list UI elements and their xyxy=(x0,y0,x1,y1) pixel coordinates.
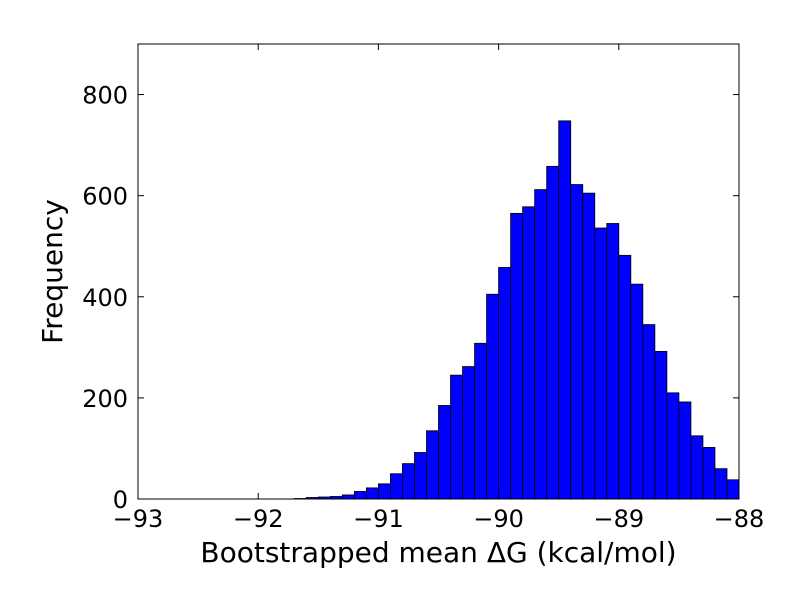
histogram-bar-9 xyxy=(402,463,415,500)
histogram-bar-28 xyxy=(630,283,644,500)
bars-group xyxy=(293,120,740,500)
histogram-bar-8 xyxy=(390,473,403,500)
histogram-bar-36 xyxy=(726,479,740,500)
histogram-bar-15 xyxy=(474,342,487,500)
x-tick-label-2: −91 xyxy=(353,505,404,533)
y-tick-label-0: 0 xyxy=(113,486,128,514)
axes-frame xyxy=(137,43,740,500)
x-tick-label-1: −92 xyxy=(233,505,284,533)
y-tick-label-4: 800 xyxy=(82,82,128,110)
histogram-bar-12 xyxy=(438,405,451,500)
histogram-bar-34 xyxy=(702,447,716,500)
histogram-bar-16 xyxy=(486,293,499,500)
histogram-bar-10 xyxy=(414,452,427,500)
histogram-bar-17 xyxy=(498,267,512,500)
histogram-bar-24 xyxy=(582,192,596,500)
histogram-bar-19 xyxy=(522,206,536,500)
histogram-bar-21 xyxy=(546,165,560,500)
y-tick-label-3: 600 xyxy=(82,183,128,211)
x-axis-label: Bootstrapped mean ΔG (kcal/mol) xyxy=(200,536,676,569)
histogram-bar-31 xyxy=(666,392,680,500)
histogram-bar-7 xyxy=(377,483,391,500)
histogram-bar-32 xyxy=(678,401,692,500)
tick-labels-group: −93 −92 −91 −90 −89 −88 0 200 400 600 800 xyxy=(82,82,764,533)
histogram-bar-26 xyxy=(606,223,620,500)
histogram-bar-30 xyxy=(654,350,668,500)
histogram-bar-14 xyxy=(462,366,475,500)
histogram-bar-22 xyxy=(558,120,572,500)
x-tick-label-4: −89 xyxy=(593,505,644,533)
x-tick-label-0: −93 xyxy=(113,505,164,533)
histogram-bar-5 xyxy=(353,491,367,500)
histogram-bar-29 xyxy=(642,324,656,500)
histogram-bar-6 xyxy=(365,487,379,500)
histogram-bar-20 xyxy=(534,189,548,500)
x-tick-label-3: −90 xyxy=(473,505,524,533)
histogram-bar-25 xyxy=(594,227,608,500)
y-tick-label-1: 200 xyxy=(82,385,128,413)
histogram-bar-4 xyxy=(341,494,355,500)
histogram-bar-23 xyxy=(570,184,584,500)
y-tick-label-2: 400 xyxy=(82,284,128,312)
histogram-bar-33 xyxy=(690,435,704,500)
histogram-bar-13 xyxy=(450,374,463,500)
y-axis-label: Frequency xyxy=(36,199,69,344)
histogram-bar-27 xyxy=(618,254,632,500)
histogram-bar-35 xyxy=(714,468,728,500)
histogram-bar-11 xyxy=(426,430,439,500)
histogram-bar-18 xyxy=(510,212,524,500)
x-tick-label-5: −88 xyxy=(714,505,765,533)
